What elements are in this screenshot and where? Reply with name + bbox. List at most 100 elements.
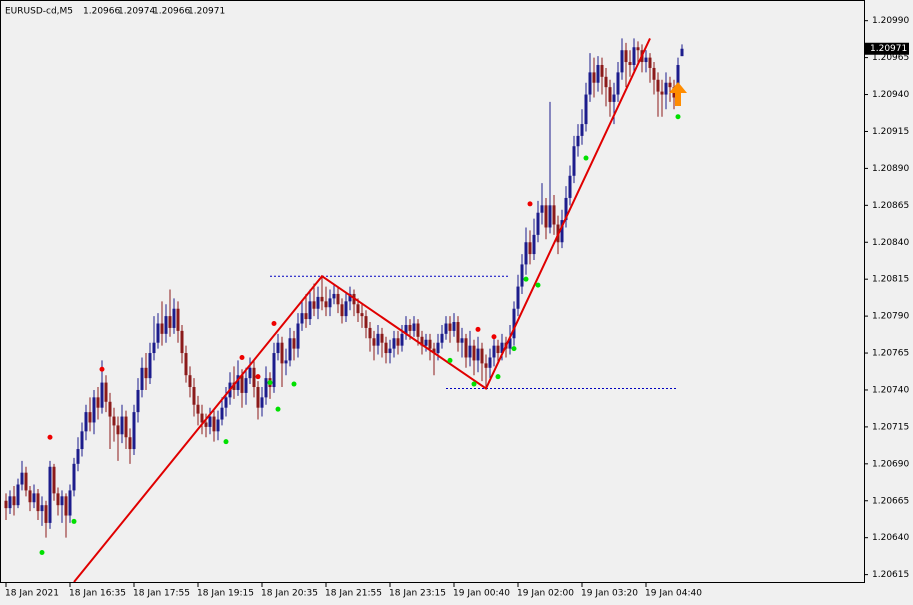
candle-body — [288, 338, 292, 361]
candle-body — [160, 323, 164, 334]
y-tick-label: 1.20740 — [872, 385, 909, 395]
y-tick-label: 1.20815 — [872, 275, 909, 285]
candle-body — [64, 496, 68, 516]
candle-body — [652, 67, 656, 80]
candle-body — [152, 342, 156, 354]
x-tick-label: 18 Jan 23:15 — [389, 589, 446, 599]
candle-body — [392, 338, 396, 349]
candle-body — [312, 301, 316, 309]
candle-body — [248, 367, 252, 379]
candle-body — [8, 496, 12, 509]
candle-body — [264, 378, 268, 398]
fractal-dot — [99, 366, 105, 372]
fractal-dot — [475, 326, 481, 332]
fractal-dot — [71, 518, 77, 524]
candle-body — [548, 205, 552, 228]
fractal-dot — [255, 374, 261, 380]
fractal-dot — [267, 380, 273, 386]
candle-body — [552, 205, 556, 225]
candle-body — [204, 422, 208, 427]
fractal-dot — [239, 354, 245, 360]
x-tick-label: 19 Jan 03:20 — [581, 589, 638, 599]
candle-body — [568, 175, 572, 198]
candle-body — [588, 72, 592, 95]
candle-body — [676, 64, 680, 98]
candle-body — [316, 296, 320, 309]
candle-body — [460, 338, 464, 343]
candle-body — [432, 348, 436, 354]
zigzag-line — [73, 37, 651, 582]
candle-body — [368, 327, 372, 339]
y-tick-label: 1.20940 — [872, 90, 909, 100]
fractal-dot — [447, 357, 453, 363]
y-tick-label: 1.20990 — [872, 16, 909, 26]
candle-body — [36, 493, 40, 512]
y-tick-label: 1.20915 — [872, 127, 909, 137]
candle-body — [124, 416, 128, 438]
candle-body — [492, 345, 496, 358]
candle-body — [256, 387, 260, 408]
candle-body — [212, 416, 216, 432]
candle-body — [576, 135, 580, 147]
candle-body — [52, 466, 56, 494]
y-tick-label: 1.20640 — [872, 533, 909, 543]
candle-body — [88, 412, 92, 423]
fractal-dot — [491, 334, 497, 340]
candle-body — [168, 316, 172, 328]
candle-body — [276, 342, 280, 354]
candle-body — [76, 449, 80, 464]
candle-body — [220, 407, 224, 420]
candle-body — [216, 419, 220, 432]
candle-body — [620, 50, 624, 73]
candle-body — [156, 323, 160, 343]
y-tick-label: 1.20865 — [872, 201, 909, 211]
candle-body — [296, 323, 300, 349]
y-tick-label: 1.20665 — [872, 496, 909, 506]
ohlc-open: 1.20966 — [83, 7, 120, 17]
candle-body — [608, 87, 612, 102]
candle-body — [224, 397, 228, 408]
candle-body — [40, 505, 44, 512]
x-tick-label: 18 Jan 2021 — [5, 589, 59, 599]
candle-body — [476, 348, 480, 361]
candle-body — [244, 378, 248, 393]
candle-body — [484, 363, 488, 368]
candle-body — [508, 338, 512, 349]
candle-body — [96, 397, 100, 408]
y-tick-label: 1.20715 — [872, 422, 909, 432]
candle-body — [336, 293, 340, 305]
candle-body — [424, 339, 428, 346]
fractal-dot — [511, 346, 517, 352]
candle-body — [100, 382, 104, 408]
candle-body — [444, 323, 448, 334]
fractal-dot — [675, 114, 681, 120]
fractal-dot — [495, 374, 501, 380]
candle-body — [144, 367, 148, 379]
x-tick-label: 18 Jan 17:55 — [133, 589, 190, 599]
fractal-dot — [47, 434, 53, 440]
ohlc-low: 1.20966 — [153, 7, 190, 17]
candle-body — [380, 333, 384, 343]
y-tick-label: 1.20965 — [872, 53, 909, 63]
candle-body — [292, 338, 296, 349]
candle-body — [140, 367, 144, 390]
price-label-box — [865, 42, 909, 55]
candle-body — [488, 357, 492, 368]
fractal-dot — [275, 406, 281, 412]
candle-body — [592, 72, 596, 83]
signal-arrow — [669, 82, 687, 107]
candle-body — [184, 353, 188, 376]
candle-body — [668, 82, 672, 88]
candle-body — [252, 367, 256, 388]
candle-body — [512, 308, 516, 339]
candle-body — [164, 316, 168, 334]
fractal-dot — [527, 201, 533, 207]
candle-body — [500, 342, 504, 354]
candle-body — [496, 345, 500, 354]
fractal-dot — [471, 381, 477, 387]
symbol-title: EURUSD-cd,M5 — [5, 7, 73, 17]
candle-body — [16, 484, 20, 506]
candle-body — [596, 64, 600, 83]
